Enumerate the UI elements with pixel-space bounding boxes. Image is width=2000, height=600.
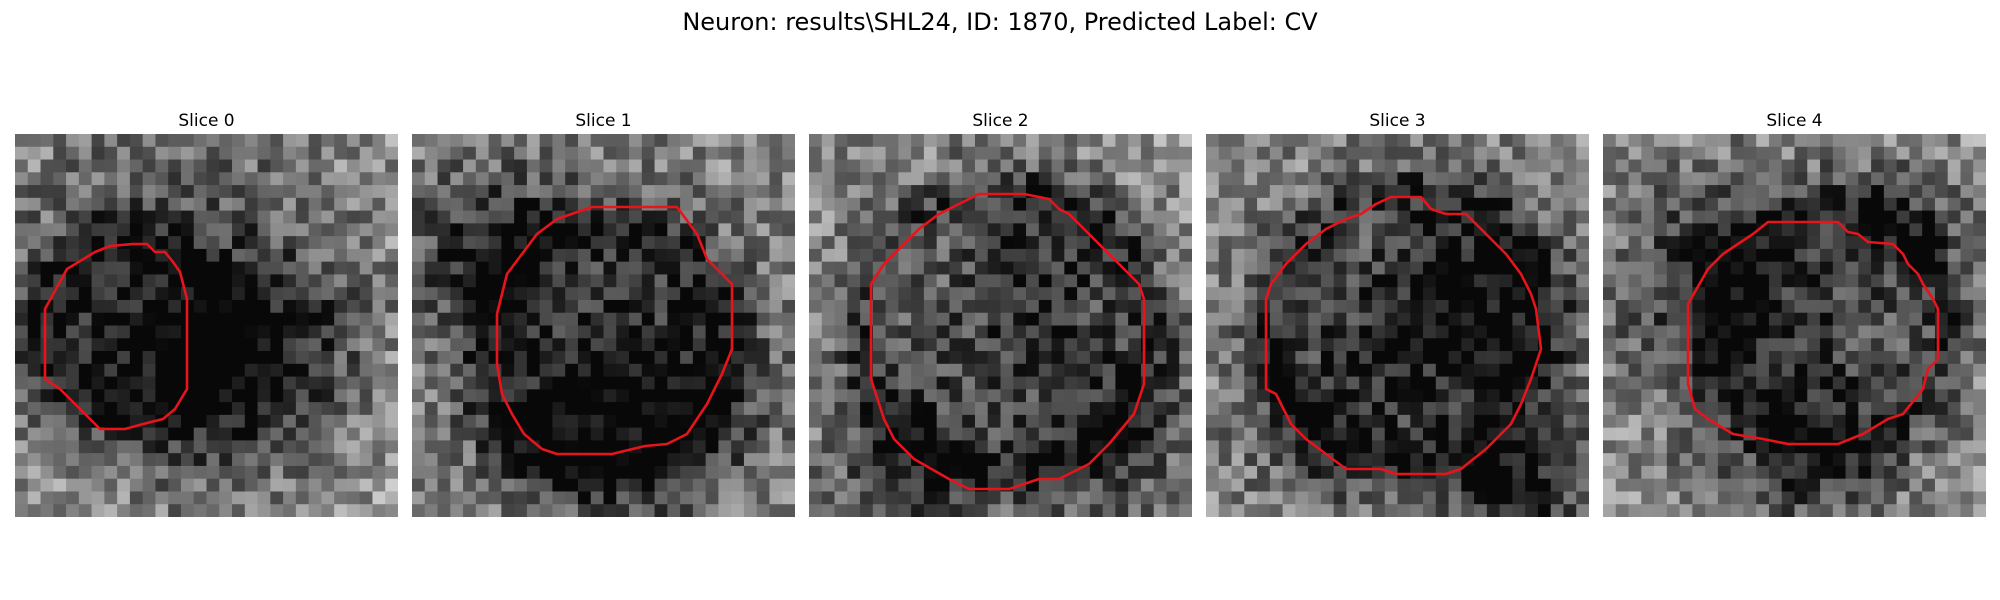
pixel-grid: [1206, 134, 1589, 517]
segmentation-contour: [43, 242, 189, 431]
slice-title: Slice 0: [178, 111, 235, 131]
slice-image: [1206, 134, 1589, 517]
pixel-grid: [1603, 134, 1986, 517]
pixel-grid: [412, 134, 795, 517]
pixel-grid: [15, 134, 398, 517]
slice-image: [15, 134, 398, 517]
slice-panel-0: Slice 0: [15, 110, 398, 517]
segmentation-contour: [869, 192, 1146, 491]
slice-image: [1603, 134, 1986, 517]
segmentation-contour: [495, 205, 734, 456]
slice-panel-3: Slice 3: [1206, 110, 1589, 517]
slice-panel-1: Slice 1: [412, 110, 795, 517]
slice-image: [412, 134, 795, 517]
slice-panel-2: Slice 2: [809, 110, 1192, 517]
slice-title: Slice 4: [1766, 111, 1823, 131]
pixel-grid: [809, 134, 1192, 517]
figure-title: Neuron: results\SHL24, ID: 1870, Predict…: [682, 8, 1318, 36]
slice-title: Slice 1: [575, 111, 632, 131]
segmentation-contour: [1264, 195, 1543, 476]
slice-title: Slice 2: [972, 111, 1029, 131]
segmentation-contour: [1686, 220, 1940, 446]
slice-title: Slice 3: [1369, 111, 1426, 131]
slice-image: [809, 134, 1192, 517]
slice-panel-4: Slice 4: [1603, 110, 1986, 517]
